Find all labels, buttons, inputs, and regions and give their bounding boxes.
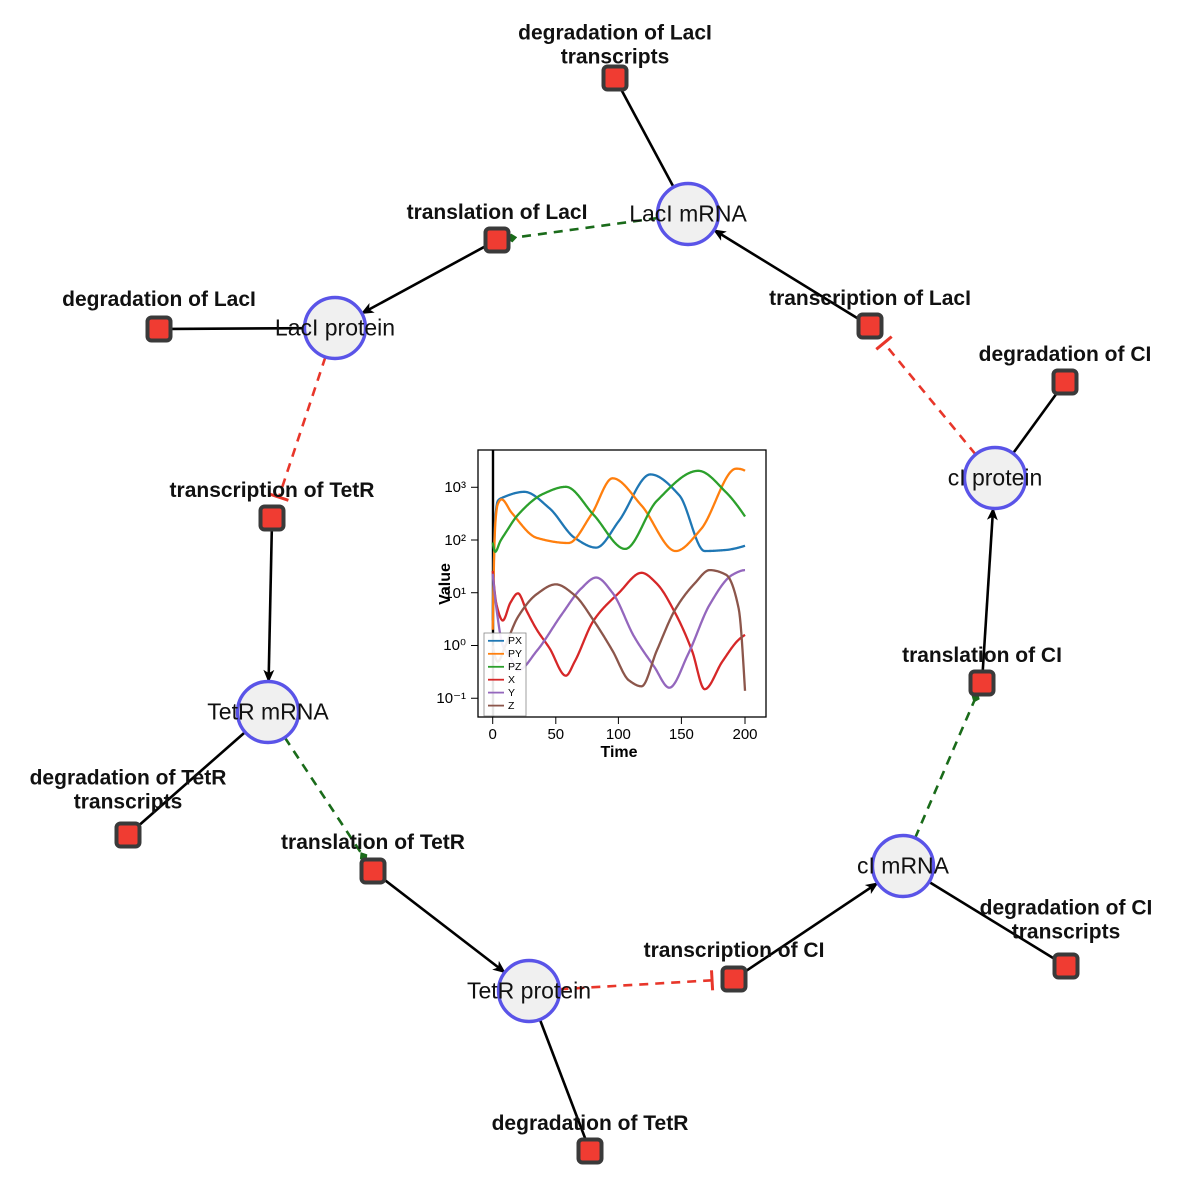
svg-text:PY: PY bbox=[508, 648, 522, 660]
svg-text:Z: Z bbox=[508, 700, 515, 712]
svg-text:10⁻¹: 10⁻¹ bbox=[436, 690, 466, 707]
svg-text:Value: Value bbox=[437, 563, 454, 605]
svg-text:150: 150 bbox=[669, 726, 694, 743]
svg-text:10⁰: 10⁰ bbox=[443, 637, 466, 654]
svg-text:10²: 10² bbox=[444, 532, 466, 549]
svg-text:PZ: PZ bbox=[508, 661, 522, 673]
svg-text:Time: Time bbox=[600, 744, 637, 761]
svg-text:Y: Y bbox=[508, 687, 515, 699]
svg-text:100: 100 bbox=[606, 726, 631, 743]
svg-text:PX: PX bbox=[508, 635, 522, 647]
svg-text:X: X bbox=[508, 674, 515, 686]
svg-text:50: 50 bbox=[547, 726, 564, 743]
svg-text:200: 200 bbox=[732, 726, 757, 743]
svg-text:0: 0 bbox=[489, 726, 497, 743]
svg-text:10³: 10³ bbox=[444, 479, 466, 496]
